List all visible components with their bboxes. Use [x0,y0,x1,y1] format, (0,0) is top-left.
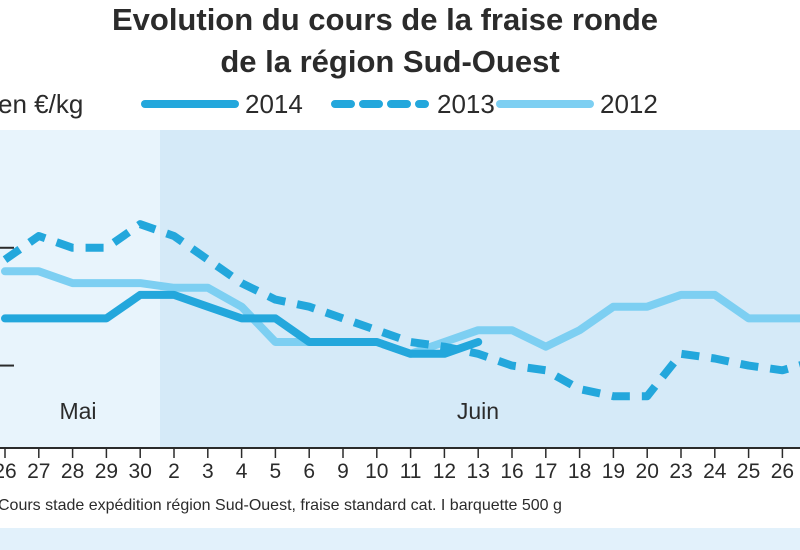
x-tick-label: 20 [636,460,659,483]
x-tick-label: 12 [433,460,456,483]
y-unit-label: en €/kg [0,89,83,119]
legend: 2014 2013 2012 [141,89,658,119]
x-tick-label: 6 [303,460,315,483]
y-tick-marks [0,246,14,367]
plot-panel-juin [160,130,800,448]
x-tick-label: 11 [400,460,422,483]
series-layer [1,220,800,401]
x-tick-label: 3 [202,460,214,483]
x-tick-label: 17 [534,460,557,483]
chart-title-line1: Evolution du cours de la fraise ronde [112,2,658,37]
x-tick-label: 9 [337,460,349,483]
x-tick-label: 24 [703,460,727,483]
chart-title-line2: de la région Sud-Ouest [220,44,559,79]
legend-label-2013: 2013 [437,89,495,119]
x-tick-label: 10 [365,460,388,483]
x-tick-label: 28 [61,460,84,483]
x-tick-label: 26 [771,460,794,483]
x-tick-labels: 2627282930234569101112131617181920232425… [0,460,794,483]
source-note: Cours stade expédition région Sud-Ouest,… [0,497,562,514]
x-tick-label: 26 [0,460,17,483]
x-tick-label: 13 [467,460,490,483]
x-tick-label: 29 [95,460,118,483]
x-tick-label: 4 [236,460,248,483]
legend-label-2012: 2012 [600,89,658,119]
legend-label-2014: 2014 [245,89,303,119]
month-label-mai: Mai [59,398,96,424]
x-tick-label: 30 [129,460,152,483]
x-tick-label: 23 [669,460,692,483]
series-line-2014 [1,290,483,358]
x-tick-label: 27 [27,460,50,483]
x-tick-label: 18 [568,460,591,483]
x-tick-label: 19 [602,460,625,483]
x-tick-label: 25 [737,460,760,483]
x-tick-label: 5 [270,460,282,483]
x-tick-label: 16 [500,460,523,483]
series-line-2013 [2,220,800,401]
footer-band [0,528,800,550]
month-label-juin: Juin [457,398,499,424]
x-tick-label: 2 [168,460,180,483]
x-tick-marks [4,448,784,458]
plot-panel-mai [0,130,160,448]
